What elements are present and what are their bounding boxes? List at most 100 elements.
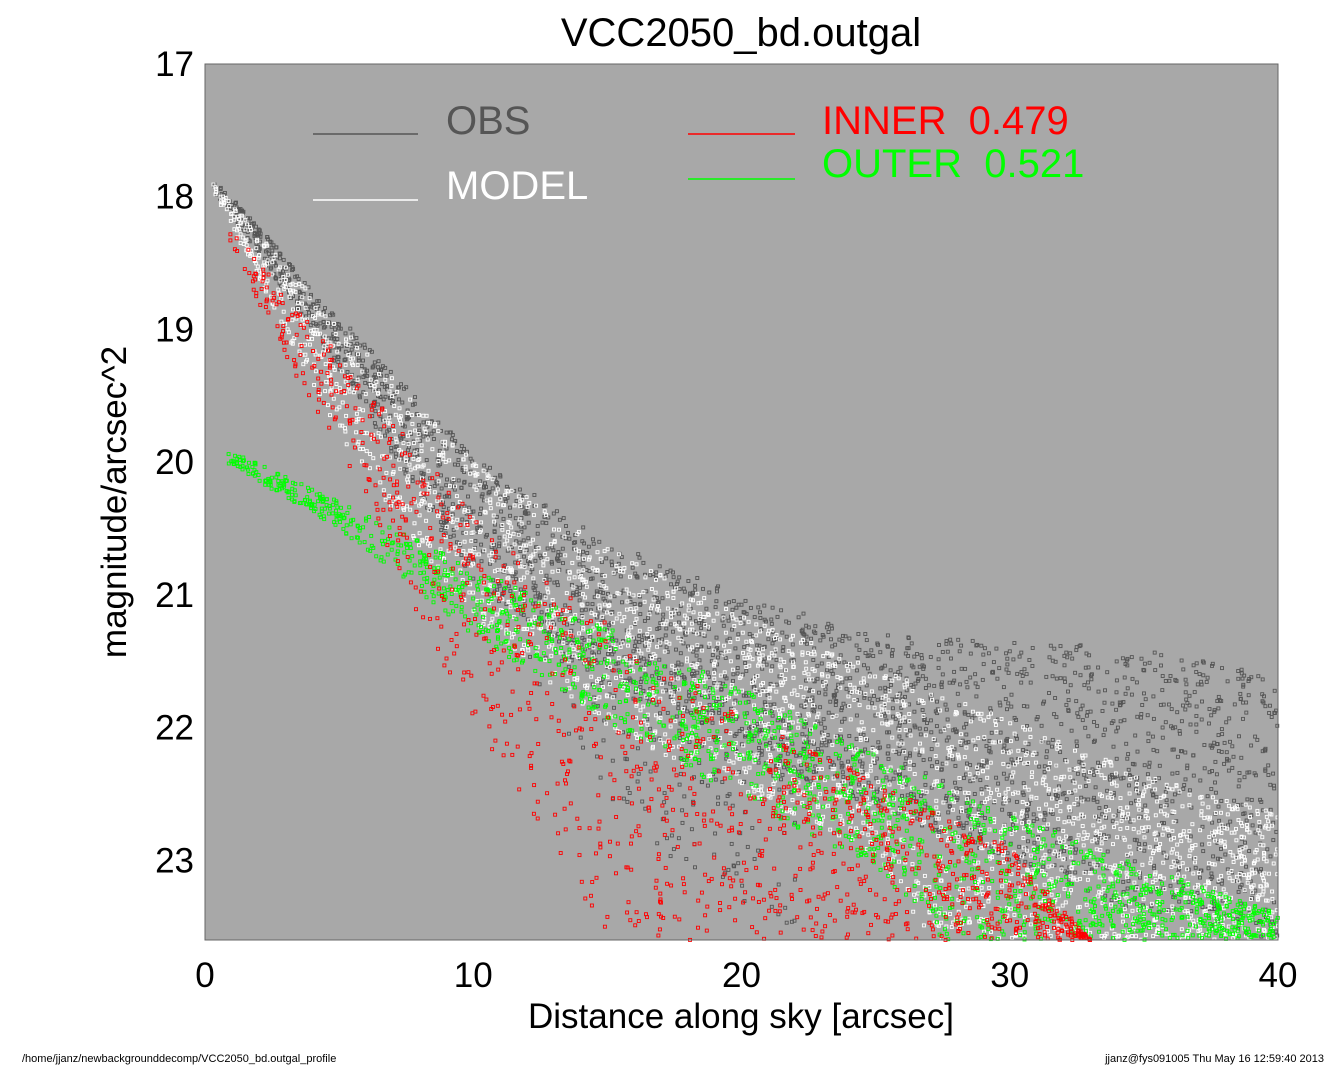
obs-point — [425, 505, 430, 510]
obs-point — [610, 563, 614, 568]
obs-point — [1054, 676, 1059, 681]
obs-point — [876, 740, 881, 745]
obs-point — [1170, 799, 1175, 804]
obs-point — [973, 672, 978, 677]
obs-point — [813, 764, 818, 769]
obs-point — [1073, 670, 1078, 675]
obs-point — [823, 692, 828, 697]
obs-point — [1224, 750, 1229, 755]
obs-point — [1268, 807, 1273, 812]
obs-point — [840, 680, 845, 685]
obs-point — [490, 486, 495, 491]
obs-point — [848, 676, 853, 681]
obs-point — [1243, 840, 1247, 845]
obs-point — [445, 477, 449, 482]
obs-point — [694, 653, 699, 658]
obs-point — [847, 690, 852, 695]
obs-point — [1201, 849, 1206, 854]
obs-point — [658, 642, 663, 647]
obs-point — [591, 541, 596, 546]
obs-point — [447, 494, 452, 499]
obs-point — [533, 558, 538, 563]
obs-point — [1103, 688, 1107, 693]
obs-point — [1164, 798, 1169, 803]
obs-point — [462, 480, 467, 485]
obs-point — [609, 559, 614, 564]
obs-point — [815, 719, 820, 724]
obs-point — [1110, 819, 1115, 824]
obs-point — [1096, 689, 1101, 694]
obs-point — [1081, 859, 1086, 864]
obs-point — [265, 235, 270, 240]
obs-point — [1086, 797, 1091, 802]
obs-point — [669, 582, 673, 587]
obs-point — [1192, 690, 1197, 695]
obs-point — [1142, 848, 1147, 853]
obs-point — [1259, 867, 1263, 872]
obs-point — [519, 529, 524, 534]
obs-point — [1092, 772, 1097, 777]
obs-point — [989, 730, 994, 735]
obs-point — [1137, 842, 1142, 847]
obs-point — [1204, 680, 1209, 684]
obs-point — [678, 651, 683, 656]
obs-point — [906, 654, 911, 658]
obs-point — [707, 702, 712, 707]
obs-point — [998, 730, 1003, 735]
obs-point — [1151, 694, 1156, 699]
obs-point — [818, 638, 823, 643]
obs-point — [826, 630, 831, 634]
obs-point — [1134, 680, 1139, 685]
obs-point — [1046, 740, 1051, 745]
obs-point — [982, 646, 987, 651]
obs-point — [697, 658, 702, 663]
obs-point — [460, 517, 465, 522]
obs-point — [768, 702, 773, 707]
obs-point — [1088, 861, 1093, 866]
obs-point — [1003, 697, 1008, 702]
obs-point — [735, 666, 740, 670]
obs-point — [517, 540, 522, 545]
obs-point — [940, 778, 945, 783]
obs-point — [1092, 720, 1096, 724]
obs-point — [1182, 783, 1187, 787]
obs-point — [545, 546, 550, 551]
obs-point — [843, 747, 848, 752]
obs-point — [459, 444, 464, 449]
obs-point — [506, 584, 511, 589]
obs-point — [1086, 680, 1090, 685]
obs-point — [989, 844, 994, 849]
obs-point — [714, 599, 719, 604]
obs-point — [308, 323, 313, 328]
obs-point — [459, 553, 464, 557]
obs-point — [883, 689, 888, 694]
obs-point — [762, 603, 767, 608]
obs-point — [363, 380, 368, 385]
obs-point — [604, 556, 609, 561]
obs-point — [918, 794, 923, 798]
obs-point — [903, 694, 907, 699]
obs-point — [1053, 696, 1058, 700]
obs-point — [1120, 656, 1125, 661]
obs-point — [218, 196, 223, 201]
obs-point — [1069, 728, 1074, 733]
obs-point — [1154, 795, 1159, 800]
obs-point — [937, 830, 942, 835]
obs-point — [934, 724, 939, 729]
obs-point — [720, 702, 725, 707]
obs-point — [456, 478, 461, 483]
obs-point — [936, 657, 941, 662]
obs-point — [855, 655, 860, 660]
obs-point — [844, 676, 849, 681]
obs-point — [768, 681, 773, 686]
obs-point — [1242, 775, 1247, 780]
obs-point — [744, 668, 749, 673]
obs-point — [1181, 703, 1185, 708]
obs-point — [1153, 668, 1158, 673]
obs-point — [1030, 646, 1035, 650]
obs-point — [815, 663, 820, 668]
obs-point — [1042, 817, 1047, 822]
obs-point — [427, 476, 432, 481]
obs-point — [896, 811, 901, 816]
